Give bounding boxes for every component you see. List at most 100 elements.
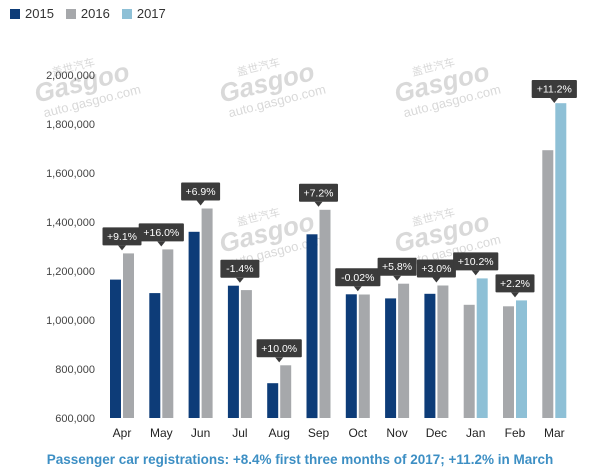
legend-label-2017: 2017 xyxy=(136,6,166,21)
bar-feb-2017 xyxy=(516,300,527,418)
callout-label: +16.0% xyxy=(143,227,179,239)
x-tick-label-sep: Sep xyxy=(308,426,330,440)
callout-box xyxy=(220,259,260,278)
callout-apr: +9.1% xyxy=(102,227,142,251)
callout-oct: -0.02% xyxy=(335,268,381,292)
bar-apr-2016 xyxy=(123,253,134,418)
y-tick-label: 1,400,000 xyxy=(46,217,95,229)
callout-mar: +11.2% xyxy=(531,80,577,103)
y-tick-label: 1,800,000 xyxy=(46,119,95,131)
callout-box xyxy=(377,257,417,276)
x-tick-label-mar: Mar xyxy=(544,426,565,440)
callout-pointer xyxy=(353,286,362,292)
chart-caption: Passenger car registrations: +8.4% first… xyxy=(46,452,554,467)
y-tick-label: 600,000 xyxy=(55,413,95,425)
callout-label: +9.1% xyxy=(107,231,137,243)
callout-pointer xyxy=(393,275,402,281)
callout-label: +11.2% xyxy=(537,84,572,96)
callout-box xyxy=(416,259,456,278)
callout-box xyxy=(495,274,535,293)
callout-label: +10.2% xyxy=(458,256,494,268)
y-tick-label: 1,200,000 xyxy=(46,266,95,278)
callout-box xyxy=(181,182,221,201)
callout-pointer xyxy=(196,200,205,206)
callout-may: +16.0% xyxy=(138,223,184,247)
bar-nov-2015 xyxy=(385,298,397,418)
bar-mar-2017 xyxy=(555,103,567,418)
x-tick-label-may: May xyxy=(150,426,173,440)
bar-nov-2016 xyxy=(398,283,410,418)
x-axis: Apr May Jun Jul Aug Sep Oct Nov Dec Jan Feb Mar xyxy=(113,426,565,440)
y-tick-label: 2,000,000 xyxy=(46,70,95,82)
bar-may-2015 xyxy=(149,293,161,418)
bar-feb-2016 xyxy=(503,306,514,418)
callout-nov: +5.8% xyxy=(377,257,417,281)
legend-label-2015: 2015 xyxy=(25,6,54,21)
callout-box xyxy=(335,268,381,287)
callout-box xyxy=(256,339,302,358)
callout-box xyxy=(531,80,577,98)
callout-pointer xyxy=(235,277,244,283)
legend-label-2016: 2016 xyxy=(80,6,110,21)
bars-layer xyxy=(110,103,567,419)
callout-pointer xyxy=(511,292,519,298)
legend-swatch-2017 xyxy=(121,8,132,19)
bar-sep-2016 xyxy=(319,209,331,418)
x-tick-label-apr: Apr xyxy=(113,426,132,440)
callout-pointer xyxy=(275,357,284,363)
callout-label: -1.4% xyxy=(226,263,253,275)
callout-pointer xyxy=(314,201,323,207)
legend: 2015 2016 2017 xyxy=(10,6,166,21)
legend-swatch-2015 xyxy=(10,8,20,19)
callout-label: +3.0% xyxy=(421,263,451,275)
bar-dec-2015 xyxy=(424,293,436,418)
callout-label: +7.2% xyxy=(303,187,333,199)
bar-apr-2015 xyxy=(110,279,121,418)
x-tick-label-nov: Nov xyxy=(386,426,407,440)
callout-dec: +3.0% xyxy=(416,259,456,283)
x-tick-label-dec: Dec xyxy=(426,426,447,440)
callout-pointer xyxy=(550,98,559,103)
y-tick-label: 800,000 xyxy=(55,364,95,376)
x-tick-label-oct: Oct xyxy=(348,426,367,440)
legend-swatch-2016 xyxy=(65,8,76,19)
x-tick-label-feb: Feb xyxy=(505,426,526,440)
callout-pointer xyxy=(157,241,166,247)
callouts-layer: +9.1% +16.0% +6.9% -1.4% +10.0% +7.2% -0.02% +5… xyxy=(102,80,577,363)
callout-label: +5.8% xyxy=(382,261,412,273)
callout-label: +2.2% xyxy=(500,278,530,290)
bar-aug-2016 xyxy=(280,365,292,418)
callout-box xyxy=(299,183,338,202)
callout-sep: +7.2% xyxy=(299,183,338,207)
bar-aug-2015 xyxy=(267,383,279,418)
callout-jun: +6.9% xyxy=(181,182,221,206)
callout-jul: -1.4% xyxy=(220,259,260,283)
callout-box xyxy=(453,252,499,271)
x-tick-label-aug: Aug xyxy=(269,426,290,440)
callout-label: +10.0% xyxy=(261,343,297,355)
y-tick-label: 1,000,000 xyxy=(46,315,95,327)
legend-item-2016: 2016 xyxy=(65,6,110,21)
bar-oct-2015 xyxy=(345,294,357,418)
x-tick-label-jul: Jul xyxy=(232,426,247,440)
callout-aug: +10.0% xyxy=(256,339,302,363)
y-axis: 600,000 800,000 1,000,000 1,200,000 1,400,00… xyxy=(46,70,95,425)
bar-sep-2015 xyxy=(306,234,318,419)
x-tick-label-jan: Jan xyxy=(466,426,485,440)
callout-feb: +2.2% xyxy=(495,274,535,298)
bar-jun-2015 xyxy=(188,231,200,418)
callout-box xyxy=(138,223,184,242)
bar-oct-2016 xyxy=(358,294,370,418)
callout-box xyxy=(102,227,142,246)
bar-jun-2016 xyxy=(201,208,213,418)
legend-item-2015: 2015 xyxy=(10,6,54,21)
bar-jan-2017 xyxy=(476,278,488,418)
y-tick-label: 1,600,000 xyxy=(46,168,95,180)
callout-pointer xyxy=(471,270,480,276)
bar-may-2016 xyxy=(162,249,174,418)
